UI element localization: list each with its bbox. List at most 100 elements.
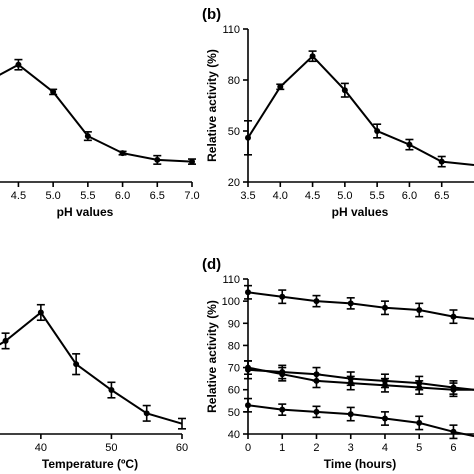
series-0	[244, 50, 474, 168]
panel-d: 0 1 2 3 4 5 6 40 50 60 70 80 90 100 110 Time (hours) Rel…	[202, 256, 474, 471]
y-tick-label: 70	[228, 363, 240, 375]
series-line	[247, 54, 474, 166]
data-point	[245, 134, 251, 141]
data-point	[2, 337, 9, 344]
data-point	[15, 61, 22, 68]
series-line	[0, 63, 193, 163]
panel-c: 40 50 60 Temperature (ºC)	[0, 303, 188, 471]
data-point	[347, 411, 354, 418]
panel-label: (d)	[202, 256, 221, 273]
x-tick-label: 6.0	[115, 190, 130, 202]
x-tick-label: 6.5	[150, 190, 165, 202]
y-tick-label: 50	[228, 126, 240, 138]
x-tick-label: 4	[382, 442, 388, 454]
data-point	[245, 402, 251, 409]
data-point	[279, 293, 286, 300]
x-axis-title: pH values	[57, 205, 114, 219]
data-point	[189, 158, 195, 165]
x-tick-label: 2	[313, 442, 319, 454]
series-line	[247, 368, 474, 391]
data-point	[438, 158, 445, 165]
data-point	[154, 156, 161, 163]
series-2	[244, 360, 474, 398]
error-bar	[178, 417, 186, 430]
data-point	[416, 307, 423, 313]
data-point	[341, 87, 348, 94]
x-axis-title: Time (hours)	[324, 457, 396, 471]
x-tick-label: 60	[176, 442, 188, 454]
data-point	[450, 428, 457, 435]
x-tick-label: 0	[245, 442, 251, 454]
y-tick-label: 100	[222, 296, 240, 308]
y-tick-label: 80	[228, 75, 240, 87]
data-point	[347, 380, 354, 387]
data-point	[313, 408, 320, 415]
data-point	[347, 300, 354, 307]
x-axis-title: pH values	[332, 205, 389, 219]
axes	[0, 433, 183, 439]
data-point	[313, 377, 320, 384]
data-point	[381, 415, 388, 422]
data-point	[381, 382, 388, 389]
y-tick-label: 110	[222, 274, 240, 286]
data-point	[416, 384, 423, 391]
x-tick-label: 40	[35, 442, 47, 454]
x-tick-label: 5.5	[80, 190, 95, 202]
data-point	[279, 371, 286, 378]
data-point	[381, 304, 388, 311]
series-0	[0, 58, 196, 165]
data-point	[245, 364, 251, 371]
data-point	[73, 361, 80, 368]
series-line	[0, 311, 183, 425]
x-tick-label: 4.5	[305, 190, 320, 202]
series-line	[247, 366, 474, 391]
data-point	[416, 419, 423, 426]
panel-b: 3.5 4.0 4.5 5.0 5.5 6.0 6.5 20 50 80 110 pH values R…	[202, 6, 474, 219]
data-point	[277, 83, 284, 90]
data-point	[313, 298, 320, 305]
y-tick-label: 80	[228, 340, 240, 352]
y-tick-label: 20	[228, 177, 240, 189]
data-point	[37, 309, 44, 316]
x-tick-label: 7.0	[184, 190, 199, 202]
x-tick-label: 6.5	[434, 190, 449, 202]
series-0	[0, 303, 186, 430]
x-tick-label: 5.0	[337, 190, 352, 202]
x-tick-label: 3	[348, 442, 354, 454]
x-tick-label: 50	[105, 442, 117, 454]
y-axis-title: Relative activity (%)	[205, 49, 219, 162]
y-tick-label: 40	[228, 429, 240, 441]
data-point	[406, 141, 413, 148]
y-tick-label: 110	[222, 24, 240, 36]
y-tick-label: 60	[228, 385, 240, 397]
axes	[0, 181, 193, 187]
y-tick-label: 50	[228, 407, 240, 419]
data-point	[50, 88, 57, 95]
data-point	[450, 386, 457, 393]
x-tick-label: 5.0	[45, 190, 60, 202]
x-tick-label: 6.0	[402, 190, 417, 202]
x-tick-label: 5.5	[369, 190, 384, 202]
y-axis-title: Relative activity (%)	[205, 300, 219, 413]
data-point	[245, 289, 251, 296]
data-point	[450, 313, 457, 320]
data-point	[374, 128, 381, 134]
x-tick-label: 4.0	[273, 190, 288, 202]
data-point	[84, 133, 91, 140]
x-axis-title: Temperature (ºC)	[42, 457, 138, 471]
data-point	[279, 406, 286, 413]
y-tick-label: 90	[228, 318, 240, 330]
x-tick-label: 5	[416, 442, 422, 454]
data-point	[119, 150, 126, 157]
data-point	[309, 53, 316, 60]
panel-a: 4.5 5.0 5.5 6.0 6.5 7.0 pH values	[0, 58, 200, 219]
data-point	[143, 410, 150, 417]
x-tick-label: 3.5	[240, 190, 255, 202]
panel-label: (b)	[202, 6, 221, 23]
data-point	[108, 387, 115, 394]
series-0	[244, 284, 474, 325]
x-tick-label: 6	[450, 442, 456, 454]
x-tick-label: 4.5	[11, 190, 26, 202]
axes	[243, 28, 474, 187]
